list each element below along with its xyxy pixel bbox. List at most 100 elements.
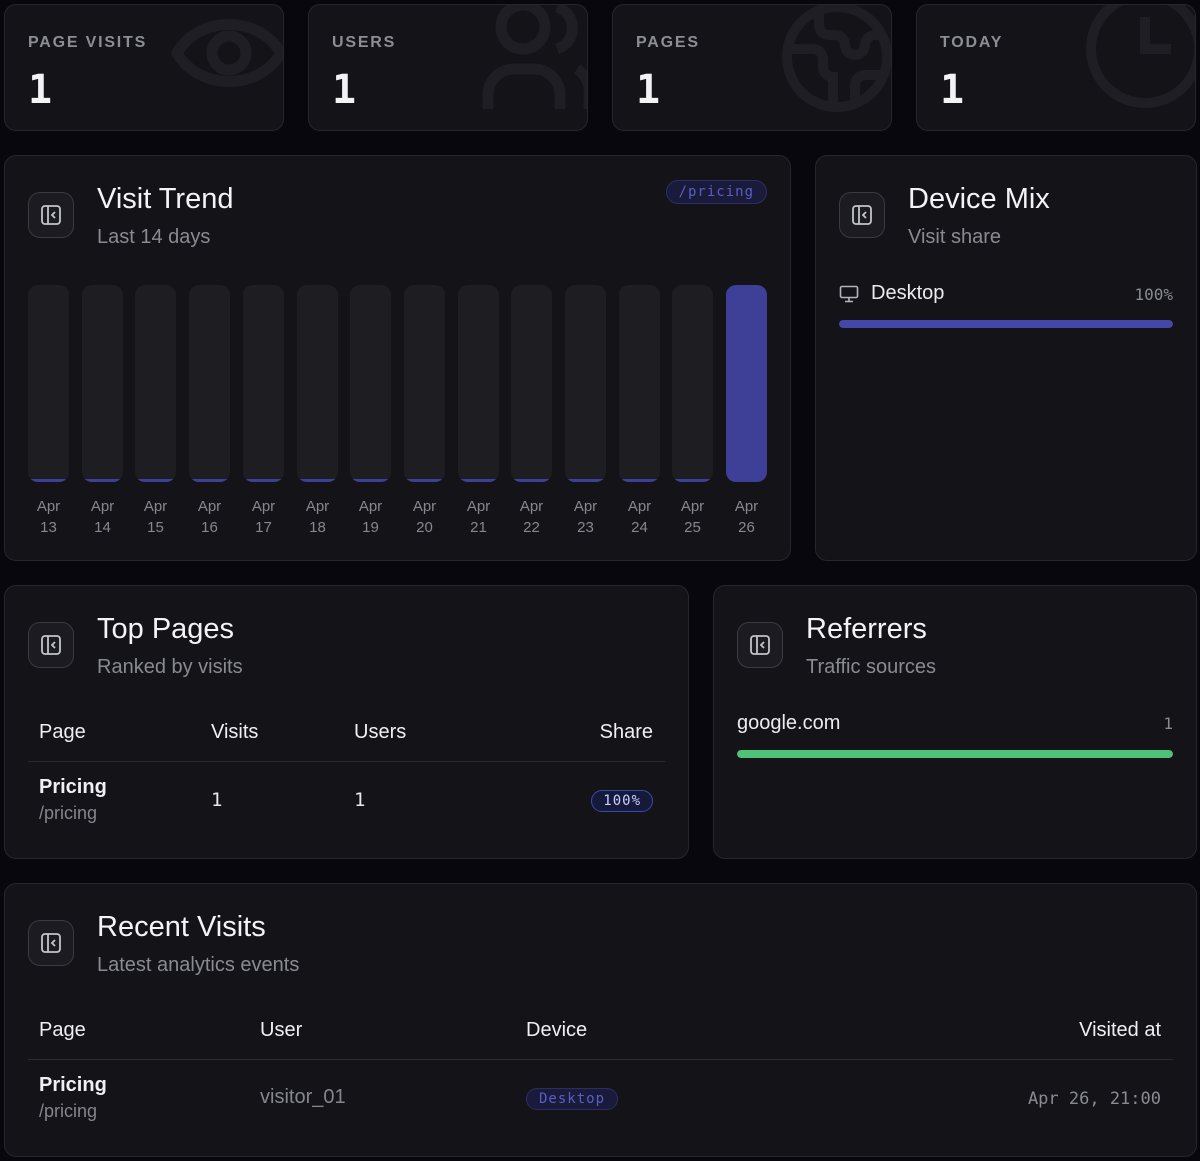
trend-bar[interactable] <box>297 285 338 482</box>
trend-bar-day: 23 <box>577 519 594 536</box>
trend-bar[interactable] <box>404 285 445 482</box>
trend-bar-day: 19 <box>362 519 379 536</box>
trend-bar-month: Apr <box>573 498 598 515</box>
trend-bar-month: Apr <box>519 498 544 515</box>
trend-bar[interactable] <box>565 285 606 482</box>
trend-bar-label: Apr 24 <box>619 496 660 538</box>
trend-bar-fill <box>297 479 338 482</box>
trend-bar-fill <box>619 479 660 482</box>
trend-bar-label: Apr 13 <box>28 496 69 538</box>
trend-bar[interactable] <box>511 285 552 482</box>
card-subtitle: Visit share <box>908 226 1002 248</box>
device-share-bar <box>839 320 1173 328</box>
trend-bar-label: Apr 17 <box>243 496 284 538</box>
column-header-user[interactable]: User <box>260 1019 303 1041</box>
trend-bar-month: Apr <box>143 498 168 515</box>
panel-left-icon <box>750 635 770 655</box>
sidebar-collapse-button[interactable] <box>737 622 783 668</box>
trend-bar-label: Apr 15 <box>135 496 176 538</box>
stat-label: PAGE VISITS <box>28 34 148 51</box>
trend-bar-day: 18 <box>309 519 326 536</box>
column-header-visited-at[interactable]: Visited at <box>1079 1019 1161 1041</box>
trend-bar-day: 15 <box>147 519 164 536</box>
card-title: Top Pages <box>97 613 235 645</box>
sidebar-collapse-button[interactable] <box>28 622 74 668</box>
route-filter-badge[interactable]: /pricing <box>665 180 767 204</box>
trend-bar-label: Apr 21 <box>458 496 499 538</box>
column-header-device[interactable]: Device <box>526 1019 588 1041</box>
trend-bar-fill <box>28 479 69 482</box>
trend-bar-fill <box>672 479 713 482</box>
visit-trend-card: Visit Trend Last 14 days /pricing Apr 13 A… <box>4 155 791 561</box>
panel-left-icon <box>41 205 61 225</box>
trend-bar-month: Apr <box>466 498 491 515</box>
trend-bar[interactable] <box>189 285 230 482</box>
trend-bar-fill <box>189 479 230 482</box>
page-path: /pricing <box>39 803 98 823</box>
trend-bar-label: Apr 26 <box>726 496 767 538</box>
trend-bar-fill <box>511 479 552 482</box>
stat-value: 1 <box>636 67 661 113</box>
trend-bar-month: Apr <box>358 498 383 515</box>
card-subtitle: Latest analytics events <box>97 954 300 976</box>
trend-bar-month: Apr <box>680 498 705 515</box>
card-title: Recent Visits <box>97 911 266 943</box>
page-users: 1 <box>354 789 366 811</box>
trend-bar[interactable] <box>726 285 767 482</box>
page-path: /pricing <box>39 1101 98 1121</box>
sidebar-collapse-button[interactable] <box>839 192 885 238</box>
page-name: Pricing <box>39 1074 107 1096</box>
trend-bar[interactable] <box>243 285 284 482</box>
trend-bar-label: Apr 18 <box>297 496 338 538</box>
trend-bar[interactable] <box>82 285 123 482</box>
device-mix-card: Device Mix Visit share Desktop 100% <box>815 155 1197 561</box>
device-badge: Desktop <box>526 1088 619 1110</box>
eye-icon <box>170 19 283 87</box>
referrer-fill <box>737 750 1173 758</box>
trend-bar[interactable] <box>458 285 499 482</box>
card-title: Device Mix <box>908 183 1050 215</box>
trend-bar[interactable] <box>619 285 660 482</box>
trend-bar-fill <box>243 479 284 482</box>
top-pages-card: Top Pages Ranked by visits Page Visits U… <box>4 585 689 859</box>
stat-label: TODAY <box>940 34 1004 51</box>
trend-bar-label: Apr 16 <box>189 496 230 538</box>
column-header-visits[interactable]: Visits <box>211 721 259 743</box>
table-divider <box>28 761 665 762</box>
trend-bar-day: 21 <box>470 519 487 536</box>
stat-card-users: USERS 1 <box>308 4 588 131</box>
trend-bar[interactable] <box>28 285 69 482</box>
trend-bar-month: Apr <box>627 498 652 515</box>
trend-bar-fill <box>82 479 123 482</box>
trend-bar-month: Apr <box>412 498 437 515</box>
trend-bar[interactable] <box>350 285 391 482</box>
card-title: Referrers <box>806 613 927 645</box>
users-icon <box>482 5 587 109</box>
share-badge: 100% <box>591 790 653 812</box>
visitor-id: visitor_01 <box>260 1086 346 1108</box>
trend-bar[interactable] <box>672 285 713 482</box>
stat-card-page-visits: PAGE VISITS 1 <box>4 4 284 131</box>
column-header-page[interactable]: Page <box>39 1019 86 1041</box>
card-subtitle: Traffic sources <box>806 656 937 678</box>
card-subtitle: Last 14 days <box>97 226 211 248</box>
column-header-users[interactable]: Users <box>354 721 407 743</box>
monitor-icon <box>839 285 859 303</box>
column-header-share[interactable]: Share <box>599 721 653 743</box>
trend-bar-label: Apr 25 <box>672 496 713 538</box>
trend-bar-month: Apr <box>251 498 276 515</box>
sidebar-collapse-button[interactable] <box>28 920 74 966</box>
referrer-domain: google.com <box>737 712 841 734</box>
trend-bar-month: Apr <box>36 498 61 515</box>
page-name: Pricing <box>39 776 107 798</box>
panel-left-icon <box>852 205 872 225</box>
trend-bar[interactable] <box>135 285 176 482</box>
sidebar-collapse-button[interactable] <box>28 192 74 238</box>
trend-bar-fill <box>135 479 176 482</box>
column-header-page[interactable]: Page <box>39 721 86 743</box>
stat-value: 1 <box>332 67 357 113</box>
trend-bar-day: 20 <box>416 519 433 536</box>
stat-value: 1 <box>940 67 965 113</box>
trend-bar-fill <box>458 479 499 482</box>
stat-value: 1 <box>28 67 53 113</box>
